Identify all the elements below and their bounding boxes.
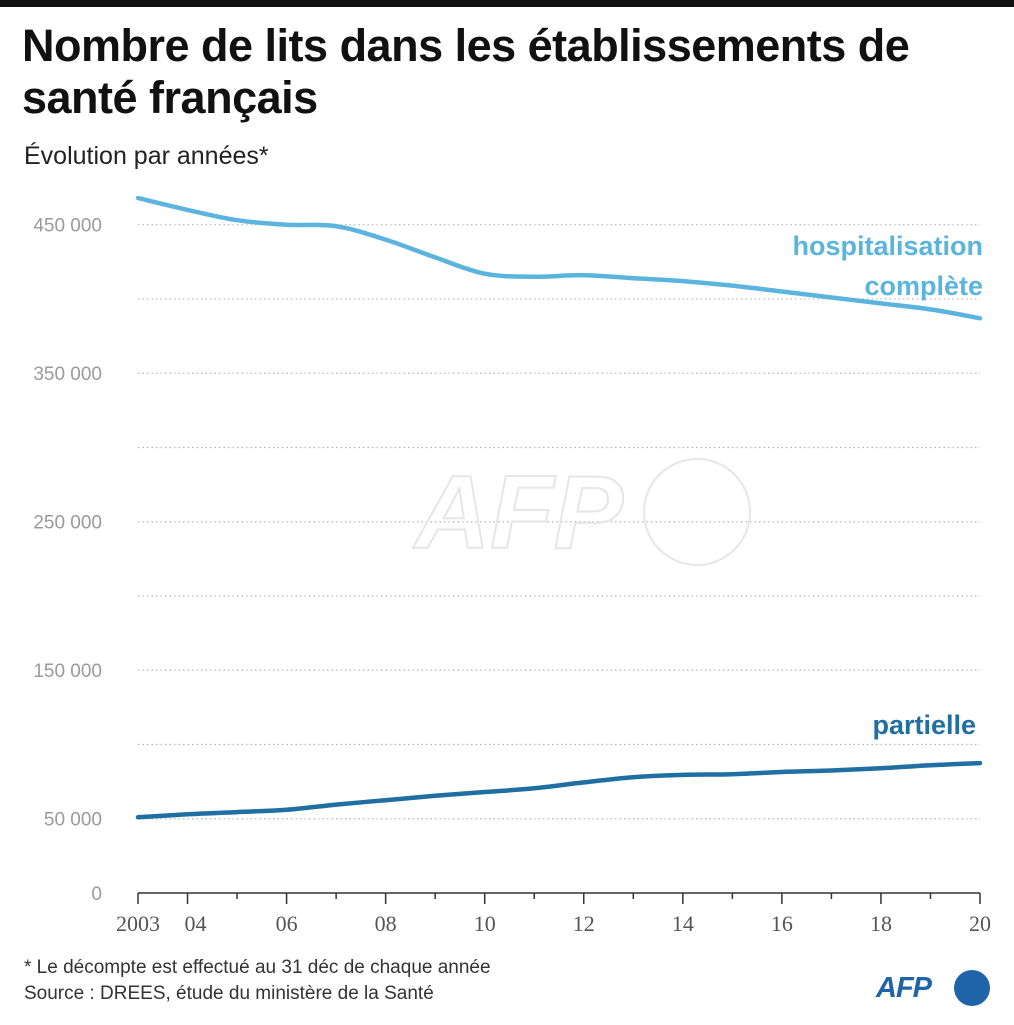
y-tick-label: 350 000 [33,364,102,385]
afp-watermark: AFP [411,454,751,572]
series-line-hospitalisation-complete [135,195,983,321]
x-tick-label: 14 [672,911,694,936]
series-label-partielle: partielle [872,710,976,740]
x-tick-label: 08 [375,911,397,936]
series-label-hospitalisation-complete: complète [864,271,983,301]
series-layer: hospitalisation complète partielle [135,195,983,820]
y-tick-label: 150 000 [33,661,102,682]
afp-logo: AFP [876,968,996,1008]
logo-text: AFP [876,972,932,1004]
y-tick-label: 0 [91,884,102,905]
axis-layer: 0 50 000 150 000 250 000 350 000 450 000 2003 0… [33,216,991,936]
series-label-hospitalisation-complete: hospitalisation [792,231,983,261]
series-line-partielle [135,760,983,820]
y-tick-label: 450 000 [33,216,102,237]
top-bar [0,0,1014,7]
watermark-text: AFP [412,455,624,571]
line-chart: AFP 0 50 000 150 000 250 000 350 000 450 000 2… [33,195,991,936]
x-tick-label: 20 [969,911,991,936]
x-tick-label: 16 [771,911,793,936]
chart-title: Nombre de lits dans les établissements d… [22,20,910,123]
chart-subtitle: Évolution par années* [24,142,269,170]
watermark-circle [643,458,751,566]
logo-dot [954,970,990,1006]
x-tick-label: 12 [573,911,595,936]
x-tick-label: 18 [870,911,892,936]
footnote: * Le décompte est effectué au 31 déc de … [24,957,491,978]
y-tick-label: 250 000 [33,513,102,534]
x-tick-label: 04 [185,911,207,936]
x-tick-label: 10 [474,911,496,936]
source-note: Source : DREES, étude du ministère de la… [24,983,434,1004]
y-tick-label: 50 000 [44,810,102,831]
x-tick-label: 06 [276,911,298,936]
x-tick-label: 2003 [116,911,160,936]
